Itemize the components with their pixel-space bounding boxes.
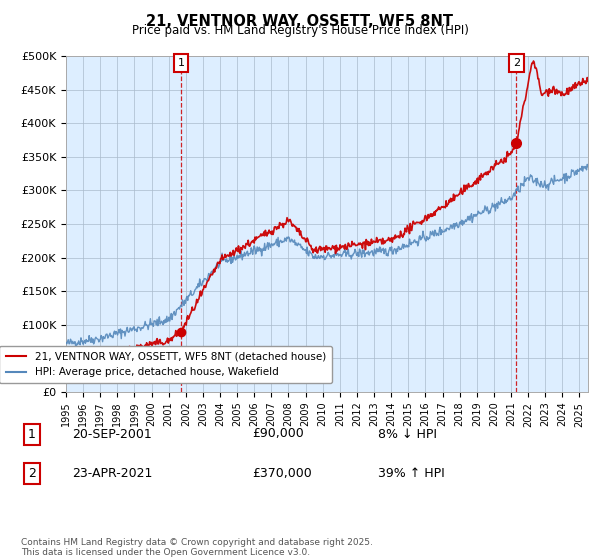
Text: 1: 1 — [178, 58, 185, 68]
Text: £90,000: £90,000 — [252, 427, 304, 441]
Legend: 21, VENTNOR WAY, OSSETT, WF5 8NT (detached house), HPI: Average price, detached : 21, VENTNOR WAY, OSSETT, WF5 8NT (detach… — [0, 346, 332, 384]
Text: 2: 2 — [513, 58, 520, 68]
Text: Contains HM Land Registry data © Crown copyright and database right 2025.
This d: Contains HM Land Registry data © Crown c… — [21, 538, 373, 557]
Text: 39% ↑ HPI: 39% ↑ HPI — [378, 466, 445, 480]
Text: 1: 1 — [28, 427, 36, 441]
Text: 8% ↓ HPI: 8% ↓ HPI — [378, 427, 437, 441]
Text: 21, VENTNOR WAY, OSSETT, WF5 8NT: 21, VENTNOR WAY, OSSETT, WF5 8NT — [146, 14, 454, 29]
Text: 20-SEP-2001: 20-SEP-2001 — [72, 427, 152, 441]
Text: 2: 2 — [28, 466, 36, 480]
Text: Price paid vs. HM Land Registry's House Price Index (HPI): Price paid vs. HM Land Registry's House … — [131, 24, 469, 37]
Text: 23-APR-2021: 23-APR-2021 — [72, 466, 152, 480]
Text: £370,000: £370,000 — [252, 466, 312, 480]
